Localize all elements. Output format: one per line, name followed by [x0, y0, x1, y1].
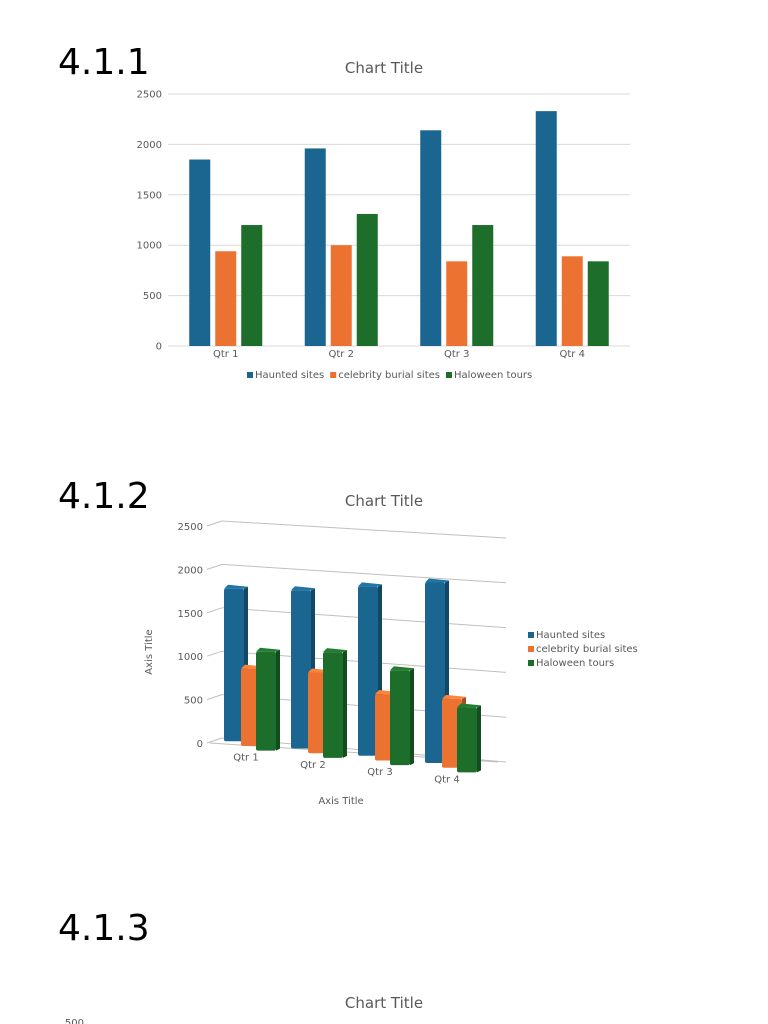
bar-side	[276, 649, 280, 751]
y-tick-label: 0	[156, 342, 162, 353]
legend-swatch	[445, 372, 452, 378]
chart-1: 0 500 1000 1500 2000 2500 Qtr 1 Qtr 2 Qtr 3 Qtr 4…	[137, 90, 630, 381]
chart-2: 0 500 1000 1500 2000 2500 Qtr 1 Qtr 2 Qtr 3 Qtr 4…	[144, 520, 638, 807]
x-tick-label: Qtr 4	[560, 349, 585, 360]
y-tick-label: 2000	[137, 140, 162, 151]
bar	[561, 256, 583, 346]
y-tick-label: 0	[197, 739, 203, 750]
bar	[587, 261, 609, 346]
bar	[241, 225, 263, 346]
bar	[189, 159, 211, 346]
chart-3: 500	[65, 1018, 84, 1024]
bar	[215, 251, 237, 346]
bar	[472, 225, 494, 346]
chart-3-title: Chart Title	[344, 994, 424, 1012]
x-tick-label: Qtr 2	[300, 760, 325, 771]
bar-top	[425, 578, 449, 583]
section-heading-1: 4.1.1	[58, 42, 150, 83]
legend-label: Haunted sites	[536, 630, 605, 641]
bar	[420, 130, 442, 346]
bar-top	[457, 703, 481, 708]
x-tick-label: Qtr 4	[434, 774, 459, 785]
y-tick-label: 1000	[137, 241, 162, 252]
bar	[446, 261, 468, 346]
bar-side	[343, 650, 347, 758]
bar	[358, 586, 378, 756]
gridline-side	[206, 737, 223, 744]
bar-top	[224, 584, 248, 589]
bar	[390, 670, 410, 766]
bar-top	[256, 647, 280, 652]
x-tick-label: Qtr 1	[213, 349, 238, 360]
chart-2-title: Chart Title	[344, 492, 424, 510]
x-axis-title: Axis Title	[318, 796, 363, 807]
bar	[535, 111, 557, 346]
y-tick-label: 500	[65, 1018, 84, 1024]
legend-swatch	[528, 660, 534, 666]
legend-label: celebrity burial sites	[338, 370, 440, 381]
bar-top	[390, 666, 414, 671]
bar	[457, 707, 477, 773]
y-tick-label: 2500	[178, 522, 203, 533]
bar	[323, 652, 343, 758]
bar-side	[410, 668, 414, 766]
bar-top	[358, 582, 382, 587]
y-tick-label: 2000	[178, 565, 203, 576]
bar	[425, 582, 445, 763]
bar-side	[477, 705, 481, 773]
y-tick-label: 2500	[137, 90, 162, 101]
gridline	[221, 520, 507, 539]
y-tick-label: 1500	[137, 190, 162, 201]
bar	[224, 588, 244, 742]
section-heading-2: 4.1.2	[58, 476, 150, 517]
bar-top	[291, 586, 315, 591]
x-tick-label: Qtr 3	[444, 349, 469, 360]
x-tick-label: Qtr 2	[329, 349, 354, 360]
gridline	[221, 563, 507, 584]
gridline-side	[206, 520, 223, 527]
bar	[291, 590, 311, 749]
legend-label: Haloween tours	[454, 370, 532, 381]
legend-label: celebrity burial sites	[536, 644, 638, 655]
bar-top	[442, 694, 466, 699]
x-tick-label: Qtr 1	[233, 753, 258, 764]
y-tick-label: 500	[184, 696, 203, 707]
legend-swatch	[247, 372, 253, 378]
y-tick-label: 500	[143, 291, 162, 302]
gridline-side	[206, 694, 223, 701]
bar	[356, 213, 378, 346]
legend-swatch	[330, 372, 337, 378]
gridline-side	[206, 563, 223, 570]
y-tick-label: 1000	[178, 652, 203, 663]
x-tick-label: Qtr 3	[367, 767, 392, 778]
bar	[304, 148, 326, 346]
legend-swatch	[528, 646, 534, 652]
bar-top	[323, 648, 347, 653]
chart-1-title: Chart Title	[344, 59, 424, 77]
legend-label: Haloween tours	[536, 658, 614, 669]
legend-swatch	[528, 632, 534, 638]
gridline-side	[206, 607, 223, 614]
legend-label: Haunted sites	[255, 370, 324, 381]
y-axis-title: Axis Title	[144, 629, 155, 674]
section-heading-3: 4.1.3	[58, 908, 150, 949]
bar	[256, 651, 276, 751]
gridline-side	[206, 650, 223, 657]
y-tick-label: 1500	[178, 609, 203, 620]
bar	[330, 245, 352, 346]
